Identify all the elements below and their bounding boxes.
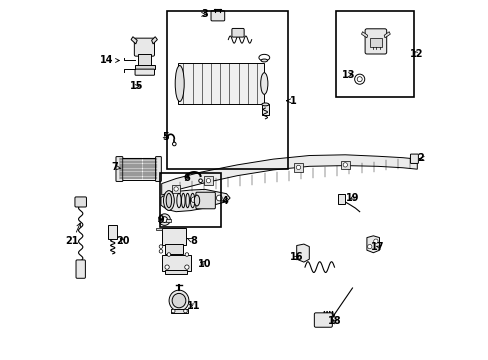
- Text: 7: 7: [111, 162, 121, 172]
- Bar: [134, 65, 154, 69]
- Bar: [108, 225, 117, 239]
- FancyBboxPatch shape: [134, 38, 154, 56]
- Bar: [166, 219, 171, 222]
- Bar: [165, 270, 186, 274]
- Bar: [204, 176, 212, 185]
- Circle shape: [184, 265, 189, 269]
- Text: 15: 15: [129, 81, 143, 91]
- Circle shape: [216, 195, 222, 201]
- Polygon shape: [296, 244, 309, 262]
- Text: 11: 11: [187, 301, 201, 311]
- Bar: [294, 163, 302, 172]
- Circle shape: [206, 179, 210, 183]
- FancyBboxPatch shape: [196, 192, 215, 209]
- Circle shape: [167, 253, 170, 256]
- Bar: [160, 173, 221, 227]
- Text: 12: 12: [409, 49, 423, 59]
- Bar: [164, 244, 182, 254]
- Bar: [340, 161, 349, 169]
- Bar: [118, 158, 158, 180]
- Circle shape: [367, 244, 371, 249]
- Ellipse shape: [163, 191, 174, 210]
- Bar: [178, 63, 264, 104]
- Text: 3: 3: [201, 9, 208, 19]
- FancyBboxPatch shape: [365, 29, 386, 54]
- Ellipse shape: [261, 103, 268, 106]
- Text: 14: 14: [100, 55, 119, 66]
- Text: 6: 6: [183, 173, 190, 183]
- Text: 16: 16: [289, 252, 303, 262]
- Ellipse shape: [194, 195, 199, 206]
- FancyBboxPatch shape: [409, 154, 418, 163]
- Circle shape: [167, 199, 173, 204]
- Polygon shape: [161, 189, 230, 212]
- Ellipse shape: [172, 293, 185, 308]
- Circle shape: [191, 197, 197, 203]
- FancyBboxPatch shape: [116, 157, 122, 181]
- Circle shape: [164, 265, 169, 269]
- Bar: [162, 228, 186, 245]
- Bar: [167, 11, 287, 169]
- Text: 2: 2: [417, 153, 424, 163]
- Circle shape: [172, 142, 176, 146]
- Text: 4: 4: [221, 195, 227, 206]
- Bar: [369, 38, 381, 47]
- Polygon shape: [131, 37, 137, 44]
- Polygon shape: [151, 37, 157, 44]
- Ellipse shape: [260, 73, 267, 94]
- Text: 17: 17: [370, 242, 384, 252]
- Circle shape: [159, 245, 163, 248]
- Circle shape: [159, 214, 170, 225]
- Bar: [170, 309, 187, 313]
- Circle shape: [185, 253, 188, 256]
- Polygon shape: [361, 32, 367, 38]
- FancyBboxPatch shape: [76, 260, 85, 278]
- FancyBboxPatch shape: [155, 157, 161, 181]
- Ellipse shape: [166, 193, 171, 208]
- Polygon shape: [162, 155, 416, 195]
- Text: 8: 8: [187, 236, 197, 246]
- Text: 1: 1: [286, 96, 296, 106]
- Circle shape: [159, 249, 163, 253]
- Text: 9: 9: [157, 215, 164, 225]
- FancyBboxPatch shape: [135, 69, 154, 75]
- Circle shape: [174, 187, 178, 191]
- Circle shape: [171, 309, 175, 313]
- Circle shape: [183, 309, 187, 313]
- Text: 10: 10: [198, 258, 211, 269]
- Bar: [138, 54, 151, 66]
- Bar: [261, 104, 268, 115]
- Circle shape: [373, 239, 377, 243]
- Circle shape: [162, 217, 167, 222]
- Text: 5: 5: [163, 132, 169, 142]
- Ellipse shape: [261, 59, 267, 62]
- Text: 20: 20: [116, 236, 129, 246]
- FancyBboxPatch shape: [231, 28, 244, 37]
- Text: 13: 13: [342, 69, 355, 80]
- FancyBboxPatch shape: [75, 197, 86, 207]
- Circle shape: [296, 165, 300, 170]
- Circle shape: [356, 77, 362, 82]
- Bar: [336, 11, 413, 97]
- FancyBboxPatch shape: [314, 313, 332, 327]
- Bar: [337, 194, 344, 204]
- Text: 19: 19: [345, 193, 359, 203]
- Polygon shape: [384, 32, 389, 38]
- Bar: [162, 255, 190, 271]
- Bar: [171, 185, 180, 193]
- Text: 18: 18: [327, 316, 341, 326]
- Polygon shape: [156, 228, 162, 230]
- Text: 21: 21: [65, 223, 81, 246]
- Polygon shape: [366, 236, 379, 253]
- Ellipse shape: [175, 66, 184, 102]
- FancyBboxPatch shape: [211, 11, 224, 21]
- Ellipse shape: [169, 290, 188, 311]
- Circle shape: [199, 179, 202, 183]
- Circle shape: [343, 163, 347, 167]
